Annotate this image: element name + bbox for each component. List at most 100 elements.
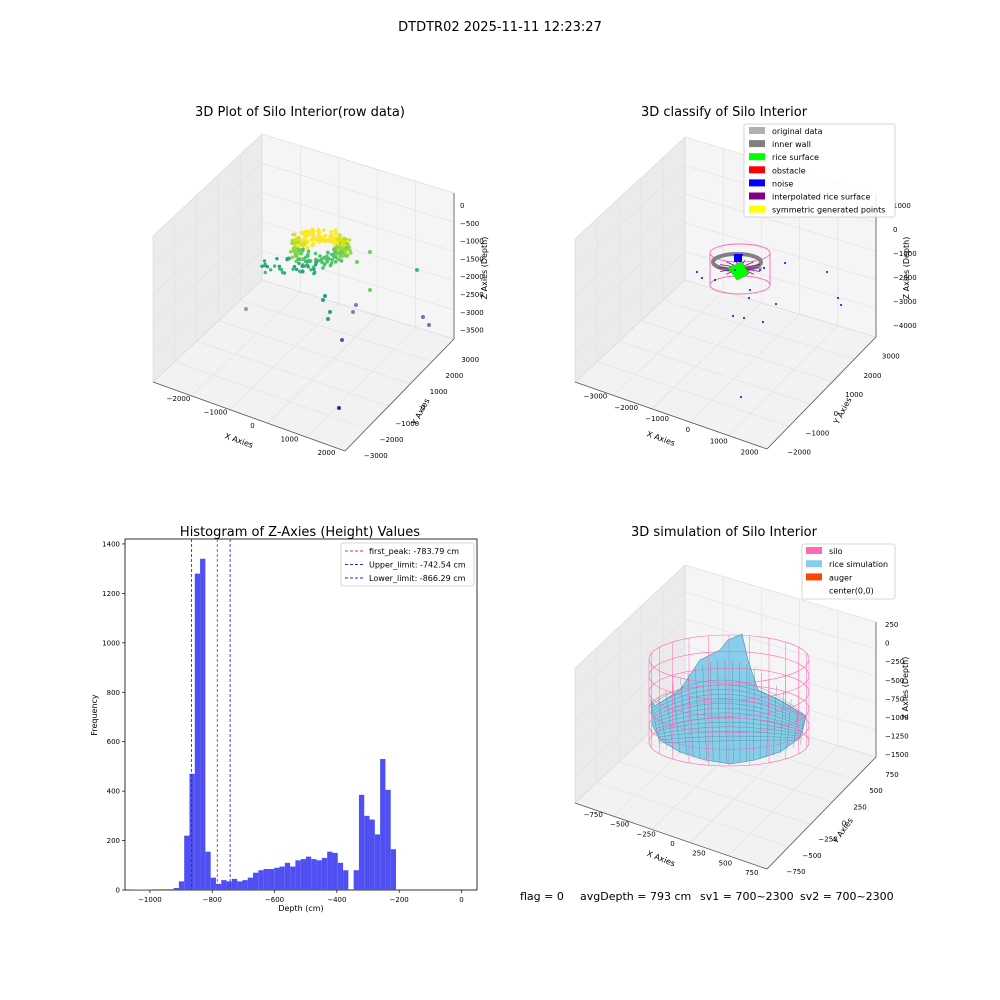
panel2-z-tick: 1000 [893, 202, 911, 210]
panel2-y-tick: −2000 [787, 448, 811, 456]
panel2-y-tick: −1000 [806, 429, 830, 437]
data-point [292, 264, 297, 269]
data-point [321, 266, 325, 270]
panel4-z-tick: −250 [885, 658, 904, 666]
panel4-x-tick: 250 [692, 850, 705, 858]
data-point [318, 240, 322, 244]
data-point [309, 268, 313, 272]
panel2-legend-label: original data [772, 127, 823, 136]
data-point [335, 240, 339, 245]
data-point [306, 265, 310, 269]
panel4-legend-label: auger [829, 573, 853, 582]
panel2-title: 3D classify of Silo Interior [641, 105, 808, 120]
panel2-z-axis-label: Z Axies (Depth) [902, 237, 911, 300]
grid-line [574, 591, 686, 696]
histogram-bar [268, 868, 275, 890]
grid-line [684, 591, 877, 650]
panel2-legend-label: symmetric generated points [772, 206, 885, 215]
panel2-legend-swatch [749, 179, 765, 187]
surface-mesh-line [779, 691, 785, 753]
histogram-bar [343, 870, 349, 890]
surface-mesh-line [656, 721, 802, 733]
data-point [318, 254, 322, 258]
data-point [345, 241, 349, 246]
data-point [297, 249, 302, 253]
y-axis-line [766, 336, 877, 450]
panel1-title: 3D Plot of Silo Interior(row data) [195, 105, 405, 120]
grid-line [728, 325, 839, 436]
x-tick-label: −1000 [138, 896, 162, 904]
panel1-y-tick: 1000 [430, 388, 448, 396]
data-point [314, 260, 319, 264]
histogram-bar [263, 868, 269, 890]
data-point [300, 264, 305, 268]
noise-point [701, 277, 703, 279]
panel3-bars [131, 558, 397, 890]
panel1-y-tick: −2000 [380, 436, 404, 444]
grid-line [240, 300, 433, 362]
data-point [337, 233, 342, 237]
panel4-legend-label: silo [829, 547, 843, 556]
panel4-y-tick: −250 [818, 836, 837, 844]
surface-mesh-line [650, 679, 807, 717]
panel1-x-tick: 2000 [318, 449, 336, 457]
data-point [278, 267, 282, 271]
x-tick-label: −600 [265, 896, 284, 904]
histogram-bar [390, 849, 397, 890]
histogram-bar [284, 862, 291, 890]
data-point [336, 257, 341, 262]
histogram-bar [369, 819, 375, 890]
grid-line [174, 361, 367, 429]
grid-line [574, 618, 686, 723]
grid-line [640, 740, 833, 803]
data-point [296, 243, 300, 248]
data-point [344, 237, 348, 242]
panel2-y-tick: 3000 [882, 353, 900, 361]
data-point [306, 232, 310, 237]
panel1-y-tick: 2000 [446, 372, 464, 380]
surface-mesh-line [657, 731, 801, 738]
outlier-point [328, 310, 332, 314]
data-point [273, 264, 277, 268]
data-point [333, 260, 338, 264]
panel4-z-tick: 250 [885, 621, 898, 629]
histogram-bar [300, 859, 306, 890]
data-point [296, 236, 300, 241]
histogram-bar [215, 883, 222, 890]
panel4-axes-box [574, 564, 877, 870]
grid-line [196, 340, 389, 407]
outlier-point [323, 294, 327, 298]
outlier-point [321, 298, 325, 302]
data-point [309, 229, 314, 233]
data-point [339, 238, 344, 242]
histogram-bar [189, 773, 195, 890]
panel4-legend-swatch [806, 547, 822, 554]
histogram-bar [305, 856, 312, 890]
data-point [330, 258, 335, 262]
data-point [339, 259, 344, 263]
panel1-z-tick: −2000 [460, 273, 484, 281]
panel4-x-axis-label: X Axies [646, 849, 677, 868]
data-point [306, 249, 311, 253]
histogram-bar [327, 851, 333, 890]
data-point [323, 233, 327, 238]
panel2-legend-swatch [749, 153, 765, 161]
figure-suptitle: DTDTR02 2025-11-11 12:23:27 [398, 20, 602, 35]
data-point [336, 248, 341, 252]
noise-point [714, 279, 716, 281]
panel1-y-tick: −1000 [395, 420, 419, 428]
data-point [312, 267, 316, 271]
data-point [290, 255, 295, 259]
outlier-point [427, 323, 431, 327]
noise-point [748, 297, 750, 299]
grid-line [261, 162, 455, 223]
data-point [275, 257, 279, 261]
grid-line [662, 300, 855, 360]
panel1-z-tick: −1500 [460, 255, 484, 263]
panel1-z-tick: −2500 [460, 291, 484, 299]
data-point [301, 243, 306, 248]
histogram-bar [173, 888, 179, 890]
data-point [305, 245, 310, 250]
surface-mesh-line [654, 703, 804, 726]
